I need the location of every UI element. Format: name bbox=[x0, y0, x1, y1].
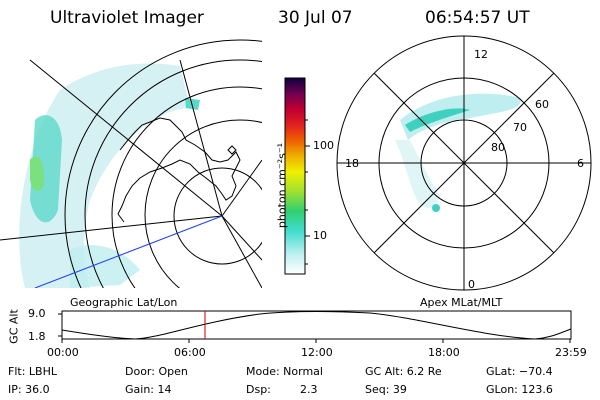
x-tick-2359: 23:59 bbox=[555, 346, 587, 359]
ip-info: IP: 36.0 bbox=[8, 383, 50, 396]
colorbar-tick-100: 100 bbox=[313, 139, 334, 152]
door-info: Door: Open bbox=[125, 365, 188, 378]
dsp-label: Dsp: bbox=[246, 383, 271, 396]
altitude-curve bbox=[61, 311, 572, 340]
polar-plot bbox=[336, 35, 592, 291]
altitude-timeline bbox=[58, 310, 572, 343]
gc-alt-axis-label: GC Alt bbox=[7, 309, 21, 344]
geographic-map bbox=[0, 39, 262, 288]
x-tick-1200: 12:00 bbox=[301, 346, 333, 359]
geo-title: Geographic Lat/Lon bbox=[70, 296, 178, 309]
y-tick-9: 9.0 bbox=[28, 307, 46, 320]
mlt-label-12: 12 bbox=[474, 48, 488, 61]
dayside-line bbox=[34, 215, 223, 288]
glon-info: GLon: 123.6 bbox=[486, 383, 553, 396]
x-tick-0600: 06:00 bbox=[174, 346, 206, 359]
lat-label-80: 80 bbox=[491, 141, 505, 154]
aurora-core bbox=[30, 115, 62, 223]
colorbar-label: photon cm⁻²s⁻¹ bbox=[275, 142, 289, 229]
apex-title: Apex MLat/MLT bbox=[420, 296, 503, 309]
glat-info: GLat: −70.4 bbox=[486, 365, 553, 378]
x-tick-0000: 00:00 bbox=[47, 346, 79, 359]
y-tick-1-8: 1.8 bbox=[28, 330, 46, 343]
colorbar-tick-10: 10 bbox=[313, 229, 327, 242]
polar-aurora bbox=[400, 93, 521, 140]
mlt-label-18: 18 bbox=[345, 157, 359, 170]
date-label: 30 Jul 07 bbox=[278, 8, 353, 28]
gc-alt-info: GC Alt: 6.2 Re bbox=[365, 365, 442, 378]
seq-info: Seq: 39 bbox=[365, 383, 407, 396]
filter-info: Flt: LBHL bbox=[8, 365, 57, 378]
aurora-glow bbox=[19, 63, 190, 288]
mode-info: Mode: Normal bbox=[246, 365, 323, 378]
mlt-label-6: 6 bbox=[577, 157, 584, 170]
dsp-value: 2.3 bbox=[300, 383, 318, 396]
instrument-title: Ultraviolet Imager bbox=[50, 8, 204, 28]
aurora-hot bbox=[30, 156, 45, 192]
lat-label-60: 60 bbox=[535, 98, 549, 111]
coastline bbox=[117, 117, 241, 223]
x-tick-1800: 18:00 bbox=[428, 346, 460, 359]
time-label: 06:54:57 UT bbox=[425, 8, 530, 28]
lat-label-70: 70 bbox=[513, 121, 527, 134]
mlt-label-0: 0 bbox=[468, 278, 475, 291]
colorbar bbox=[284, 77, 306, 275]
gain-info: Gain: 14 bbox=[125, 383, 172, 396]
